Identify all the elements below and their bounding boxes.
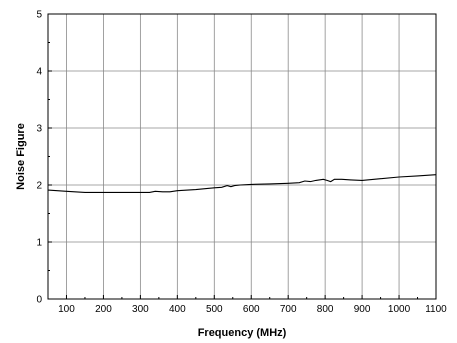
x-tick-label: 1000	[388, 304, 411, 315]
x-tick-label: 500	[206, 304, 223, 315]
y-tick-label: 4	[36, 67, 42, 78]
y-tick-label: 1	[36, 238, 42, 249]
x-tick-label: 900	[354, 304, 371, 315]
x-tick-label: 1100	[425, 304, 447, 315]
grid-lines	[47, 13, 437, 300]
series-layer	[47, 174, 437, 193]
x-tick-label: 600	[243, 304, 260, 315]
y-tick-label: 3	[36, 124, 42, 135]
plot-frame	[47, 13, 437, 300]
x-tick-label: 400	[169, 304, 186, 315]
y-tick-label: 2	[36, 181, 42, 192]
noise-figure-line	[47, 174, 437, 193]
x-tick-labels: 100 200 300 400 500 600 700 800 900 1000 1100	[58, 304, 447, 315]
y-axis-label: Noise Figure	[15, 123, 27, 190]
x-tick-label: 700	[280, 304, 297, 315]
x-axis-label: Frequency (MHz)	[198, 327, 287, 339]
y-tick-labels: 0 1 2 3 4 5	[36, 10, 42, 306]
y-tick-label: 5	[36, 10, 42, 21]
x-tick-label: 100	[58, 304, 75, 315]
x-tick-label: 800	[317, 304, 334, 315]
x-tick-label: 200	[95, 304, 112, 315]
y-tick-label: 0	[36, 295, 42, 306]
x-tick-label: 300	[132, 304, 149, 315]
